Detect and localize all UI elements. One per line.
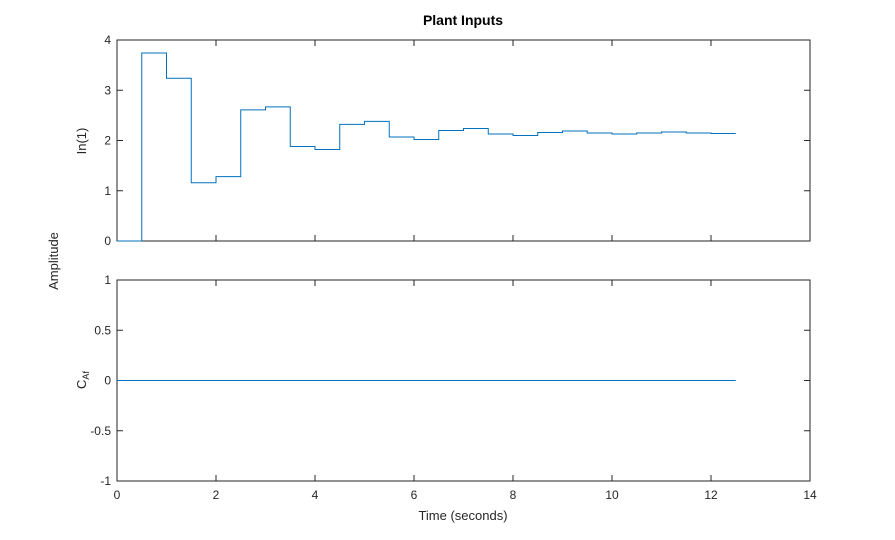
x-ticks [116, 40, 811, 241]
x-tick-label: 10 [605, 488, 619, 502]
y-tick-label: 0.5 [94, 323, 111, 337]
chart-title: Plant Inputs [423, 12, 503, 28]
y-axis-label-bottom: CAf [74, 371, 91, 389]
y-tick-label: 2 [104, 134, 111, 148]
y-ticks: -1 -0.5 0 0.5 1 [90, 273, 810, 488]
y-axis-label: Amplitude [46, 232, 61, 290]
y-tick-label: 0 [104, 374, 111, 388]
x-tick-label: 2 [213, 488, 220, 502]
x-ticks [116, 280, 811, 481]
y-tick-label: 0 [104, 234, 111, 248]
y-tick-label: 4 [104, 33, 111, 47]
y-tick-label: -1 [100, 474, 111, 488]
series-line [117, 52, 736, 242]
x-tick-label: 4 [312, 488, 319, 502]
x-tick-label: 14 [803, 488, 817, 502]
subplot-top: 0 1 2 3 4 In(1) [74, 33, 811, 248]
x-tick-label: 0 [114, 488, 121, 502]
x-tick-label: 6 [411, 488, 418, 502]
y-ticks: 0 1 2 3 4 [104, 33, 810, 248]
y-axis-label-top: In(1) [74, 128, 89, 155]
x-tick-label: 12 [704, 488, 718, 502]
y-tick-label: 1 [104, 184, 111, 198]
plot-area [116, 39, 811, 242]
y-tick-label: 3 [104, 83, 111, 97]
subplot-bottom: -1 -0.5 0 0.5 1 0 2 4 6 8 10 12 14 CAf [74, 273, 817, 502]
y-tick-label: -0.5 [90, 424, 111, 438]
x-tick-labels: 0 2 4 6 8 10 12 14 [114, 488, 817, 502]
x-tick-label: 8 [510, 488, 517, 502]
y-tick-label: 1 [104, 273, 111, 287]
x-axis-label: Time (seconds) [418, 508, 507, 523]
